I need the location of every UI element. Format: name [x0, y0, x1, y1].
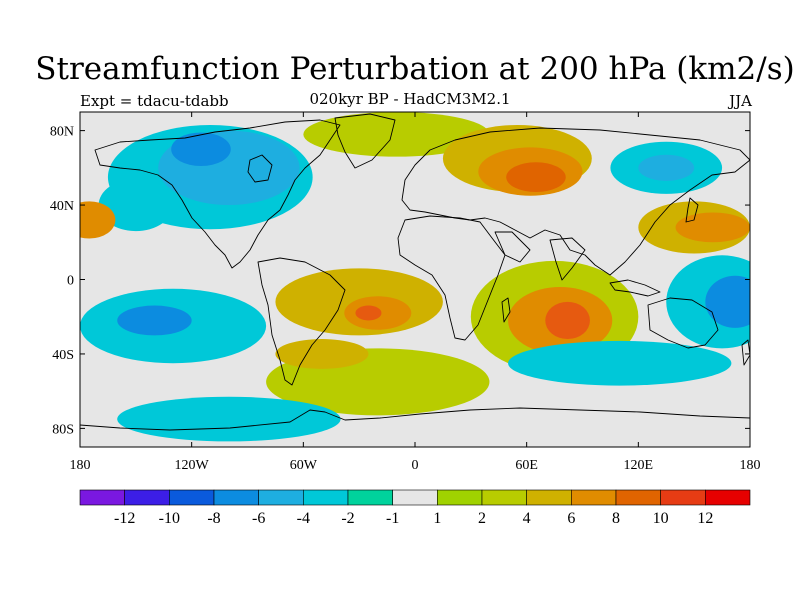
- colorbar-swatch: [213, 489, 259, 506]
- contour-pacific-nw-low: [98, 179, 174, 232]
- plot-title: Streamfunction Perturbation at 200 hPa (…: [35, 51, 795, 87]
- lon-tick-label: 60E: [515, 458, 538, 473]
- coastline-arabia: [494, 231, 531, 263]
- lat-tick-label: 80N: [50, 125, 74, 140]
- colorbar-label: -8: [207, 510, 220, 527]
- coastline-hudson-bay: [247, 154, 273, 183]
- coastline-layer: [80, 113, 750, 431]
- colorbar: -12 -10 -8 -6 -4 -2 -1 1 2 4 6 8 10 12: [79, 489, 751, 527]
- colorbar-label: 2: [478, 510, 486, 527]
- colorbar-swatch: [303, 489, 349, 506]
- colorbar-swatch: [392, 489, 438, 506]
- contour-siberia-high-core: [506, 162, 566, 193]
- coastline-antarctica: [80, 407, 750, 431]
- colorbar-swatch: [258, 489, 304, 506]
- lat-tick-label: 40S: [52, 348, 74, 363]
- contour-atlantic-tropical-high-core: [355, 305, 382, 321]
- colorbar-swatch: [526, 489, 572, 506]
- coastline-madagascar: [501, 297, 511, 323]
- colorbar-label: 1: [433, 510, 441, 527]
- colorbar-swatch: [347, 489, 393, 506]
- coastline-australia: [647, 297, 719, 349]
- colorbar-swatch: [79, 489, 125, 506]
- lon-tick-label: 180: [70, 458, 91, 473]
- colorbar-swatch: [705, 489, 751, 506]
- colorbar-label: 4: [523, 510, 531, 527]
- colorbar-label: -12: [114, 510, 135, 527]
- contour-south-midlat-positive-inner: [275, 339, 369, 369]
- contour-fill-layer: [80, 112, 750, 442]
- colorbar-label: 6: [567, 510, 575, 527]
- colorbar-label: 8: [612, 510, 620, 527]
- colorbar-label: -6: [252, 510, 265, 527]
- lon-tick-label: 120W: [175, 458, 210, 473]
- contour-north-atlantic-positive: [303, 112, 490, 157]
- colorbar-label: -4: [297, 510, 310, 527]
- lon-tick-label: 120E: [624, 458, 654, 473]
- lon-tick-label: 0: [412, 458, 419, 473]
- coastline-indonesia: [609, 279, 661, 297]
- coastline-south-america: [257, 257, 346, 386]
- colorbar-label: -1: [386, 510, 399, 527]
- season-label: JJA: [729, 92, 752, 110]
- colorbar-swatch: [169, 489, 215, 506]
- colorbar-label: 10: [653, 510, 669, 527]
- lat-tick-label: 0: [67, 274, 74, 289]
- contour-north-america-low-inner: [171, 132, 231, 166]
- contour-east-siberia-low-inner: [638, 154, 695, 181]
- colorbar-swatch: [124, 489, 170, 506]
- coastline-japan: [685, 197, 699, 223]
- colorbar-swatch: [615, 489, 661, 506]
- contour-south-pacific-low-inner: [117, 305, 192, 336]
- contour-indian-ocean-high-core: [545, 301, 590, 340]
- contour-southwest-pacific-low-inner: [705, 275, 750, 328]
- colorbar-swatch: [571, 489, 617, 506]
- coastline-greenland: [334, 113, 396, 169]
- contour-antarctic-low: [117, 396, 341, 442]
- lon-tick-label: 60W: [290, 458, 318, 473]
- lon-tick-label: 180: [740, 458, 761, 473]
- axis-ticks: 80N 40N 0 40S 80S 180 120W 60W 0 60E 120E 180: [50, 112, 761, 473]
- coastline-north-america: [94, 119, 341, 269]
- lat-tick-label: 40N: [50, 199, 74, 214]
- colorbar-swatch: [660, 489, 706, 506]
- contour-southern-ocean-low: [508, 340, 732, 386]
- coastline-africa: [397, 215, 506, 341]
- experiment-label: Expt = tdacu-tdabb: [80, 92, 229, 110]
- colorbar-label: -2: [341, 510, 354, 527]
- colorbar-label: 12: [697, 510, 713, 527]
- lat-tick-label: 80S: [52, 422, 74, 437]
- contour-dateline-north-high: [80, 201, 116, 239]
- coastline-new-zealand: [741, 339, 750, 366]
- colorbar-swatch: [437, 489, 483, 506]
- model-label: 020kyr BP - HadCM3M2.1: [309, 90, 511, 108]
- coastline-eurasia: [401, 127, 750, 276]
- coastline-india: [549, 237, 586, 281]
- colorbar-label: -10: [159, 510, 180, 527]
- colorbar-swatch: [481, 489, 527, 506]
